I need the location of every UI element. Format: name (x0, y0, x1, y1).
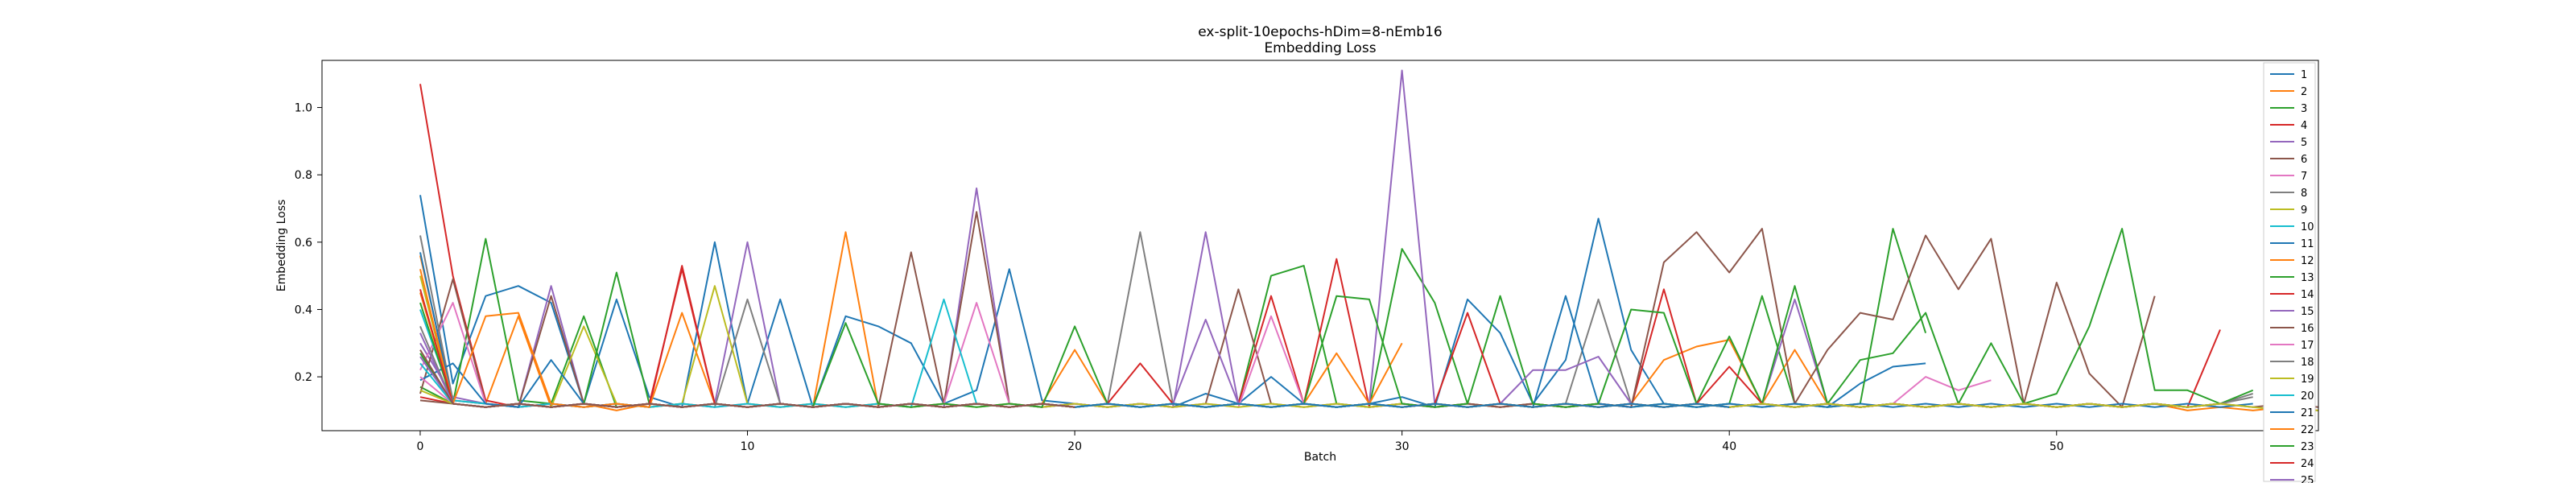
series-line-20 (419, 362, 1402, 408)
legend-label-14: 14 (2301, 289, 2314, 301)
legend-label-11: 11 (2301, 238, 2314, 250)
legend-label-4: 4 (2301, 120, 2307, 132)
legend-label-19: 19 (2301, 374, 2314, 386)
series-line-25 (419, 332, 1075, 408)
series-line-6 (419, 211, 2156, 408)
legend-label-25: 25 (2301, 475, 2314, 483)
legend-label-2: 2 (2301, 86, 2307, 98)
y-tick-label: 1.0 (295, 102, 312, 115)
series-line-5 (419, 69, 1926, 408)
legend-label-7: 7 (2301, 171, 2307, 183)
series-line-4 (419, 84, 2221, 408)
x-tick-label: 0 (417, 440, 424, 453)
legend-label-12: 12 (2301, 255, 2314, 267)
x-tick-label: 20 (1067, 440, 1082, 453)
legend-label-15: 15 (2301, 306, 2314, 318)
series-line-26 (419, 349, 1075, 408)
plot-frame (321, 60, 2319, 431)
legend-label-6: 6 (2301, 154, 2307, 166)
plot-lines (419, 69, 2319, 411)
legend-label-13: 13 (2301, 272, 2314, 284)
legend-label-21: 21 (2301, 407, 2314, 419)
y-tick-label: 0.2 (295, 371, 312, 384)
series-line-3 (419, 228, 1927, 408)
series-line-1 (419, 195, 1926, 408)
x-tick-label: 40 (1722, 440, 1736, 453)
legend-label-24: 24 (2301, 458, 2314, 470)
x-axis-label: Batch (1304, 451, 1336, 464)
legend-label-17: 17 (2301, 340, 2314, 352)
legend-label-16: 16 (2301, 323, 2314, 335)
legend-label-5: 5 (2301, 137, 2307, 149)
y-tick-label: 0.4 (295, 303, 312, 316)
chart-title: ex-split-10epochs-hDim=8-nEmb16 (1198, 24, 1443, 40)
y-tick-label: 0.6 (295, 237, 312, 250)
legend-label-10: 10 (2301, 221, 2314, 233)
legend-label-22: 22 (2301, 424, 2314, 436)
x-axis: 0 10 20 30 40 50 (417, 431, 2064, 453)
legend-label-1: 1 (2301, 69, 2307, 81)
x-tick-label: 50 (2050, 440, 2064, 453)
chart-subtitle: Embedding Loss (1264, 40, 1376, 56)
legend-label-3: 3 (2301, 103, 2307, 115)
legend-label-20: 20 (2301, 390, 2314, 402)
y-axis: 0.2 0.4 0.6 0.8 1.0 (295, 102, 322, 384)
legend-label-23: 23 (2301, 441, 2314, 453)
legend: 1234567891011121314151617181920212223242… (2263, 62, 2316, 483)
x-tick-label: 30 (1395, 440, 1410, 453)
legend-label-9: 9 (2301, 204, 2307, 217)
series-line-22 (419, 269, 1075, 408)
y-axis-label: Embedding Loss (275, 200, 288, 292)
legend-label-8: 8 (2301, 188, 2307, 200)
y-tick-label: 0.8 (295, 169, 312, 182)
legend-label-18: 18 (2301, 357, 2314, 369)
x-tick-label: 10 (741, 440, 755, 453)
